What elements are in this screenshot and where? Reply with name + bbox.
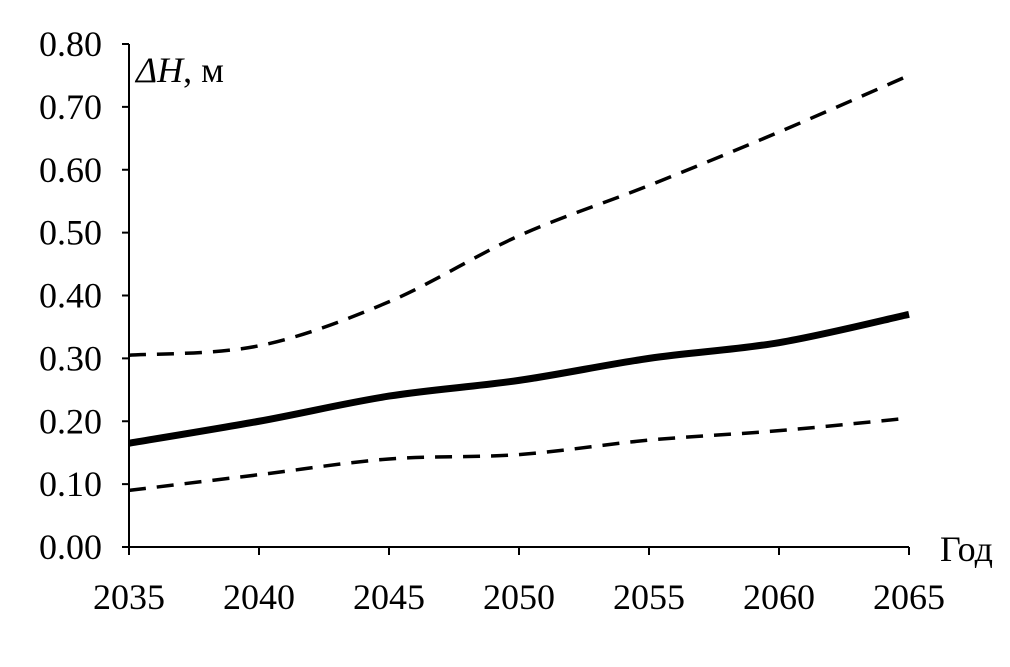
y-tick-label: 0.50 bbox=[39, 213, 102, 253]
x-tick-label: 2060 bbox=[743, 577, 815, 617]
series-line-bound-2 bbox=[128, 416, 910, 493]
y-axis-symbol: ΔH bbox=[134, 50, 185, 90]
series-line-mean bbox=[128, 310, 910, 447]
y-tick-label: 0.30 bbox=[39, 338, 102, 378]
y-axis-unit: , м bbox=[183, 50, 224, 90]
y-axis-ticks: 0.00 0.10 0.20 0.30 0.40 0.50 0.60 0.70 0.80 bbox=[39, 24, 129, 567]
x-tick-label: 2045 bbox=[353, 577, 425, 617]
x-axis-title: Год bbox=[940, 529, 993, 569]
x-tick-label: 2055 bbox=[613, 577, 685, 617]
y-tick-label: 0.10 bbox=[39, 464, 102, 504]
series-line-bound-1 bbox=[128, 73, 910, 357]
y-tick-label: 0.20 bbox=[39, 401, 102, 441]
x-tick-label: 2035 bbox=[93, 577, 165, 617]
y-tick-label: 0.80 bbox=[39, 24, 102, 64]
y-axis-title: ΔH, м bbox=[134, 50, 224, 90]
x-tick-label: 2040 bbox=[223, 577, 295, 617]
series-layer bbox=[128, 73, 910, 493]
y-tick-label: 0.00 bbox=[39, 527, 102, 567]
axes bbox=[128, 44, 909, 548]
y-tick-label: 0.70 bbox=[39, 87, 102, 127]
x-axis-ticks: 2035 2040 2045 2050 2055 2060 2065 bbox=[93, 547, 945, 617]
x-tick-label: 2050 bbox=[483, 577, 555, 617]
x-tick-label: 2065 bbox=[873, 577, 945, 617]
y-tick-label: 0.40 bbox=[39, 276, 102, 316]
y-tick-label: 0.60 bbox=[39, 150, 102, 190]
